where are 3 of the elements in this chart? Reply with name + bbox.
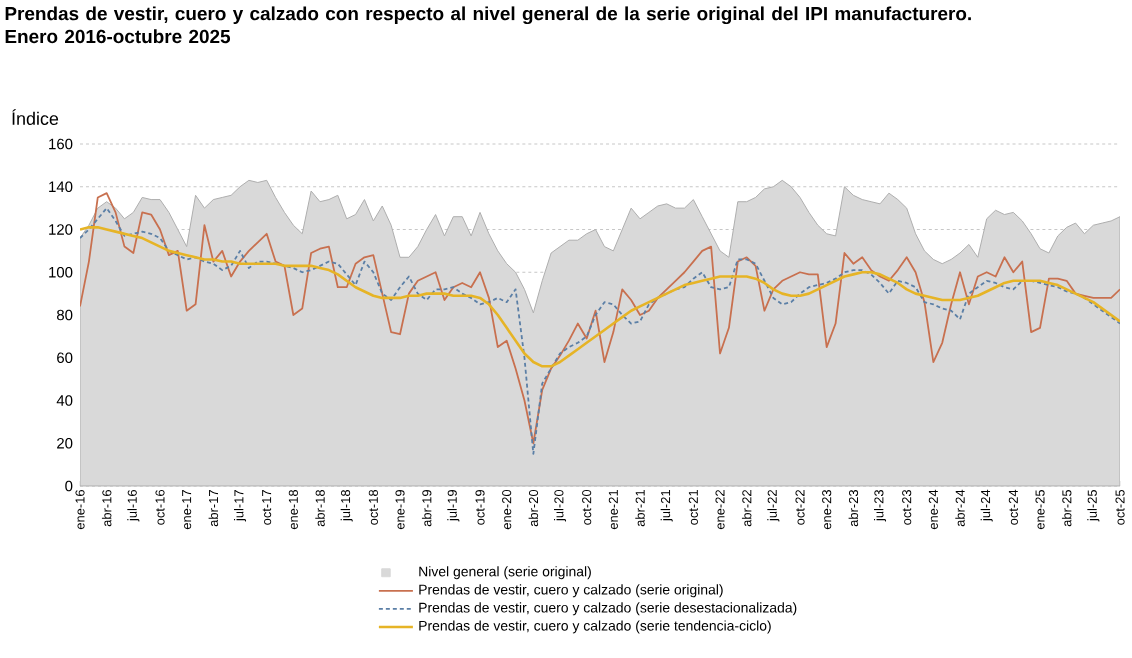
chart-title: Prendas de vestir, cuero y calzado con respecto al nivel general de la serie original del IPI manufacturero. <box>5 6 971 25</box>
chart-subtitle: Enero 2016-octubre 2025 <box>5 29 231 44</box>
y-axis-title: Índice <box>12 109 59 125</box>
